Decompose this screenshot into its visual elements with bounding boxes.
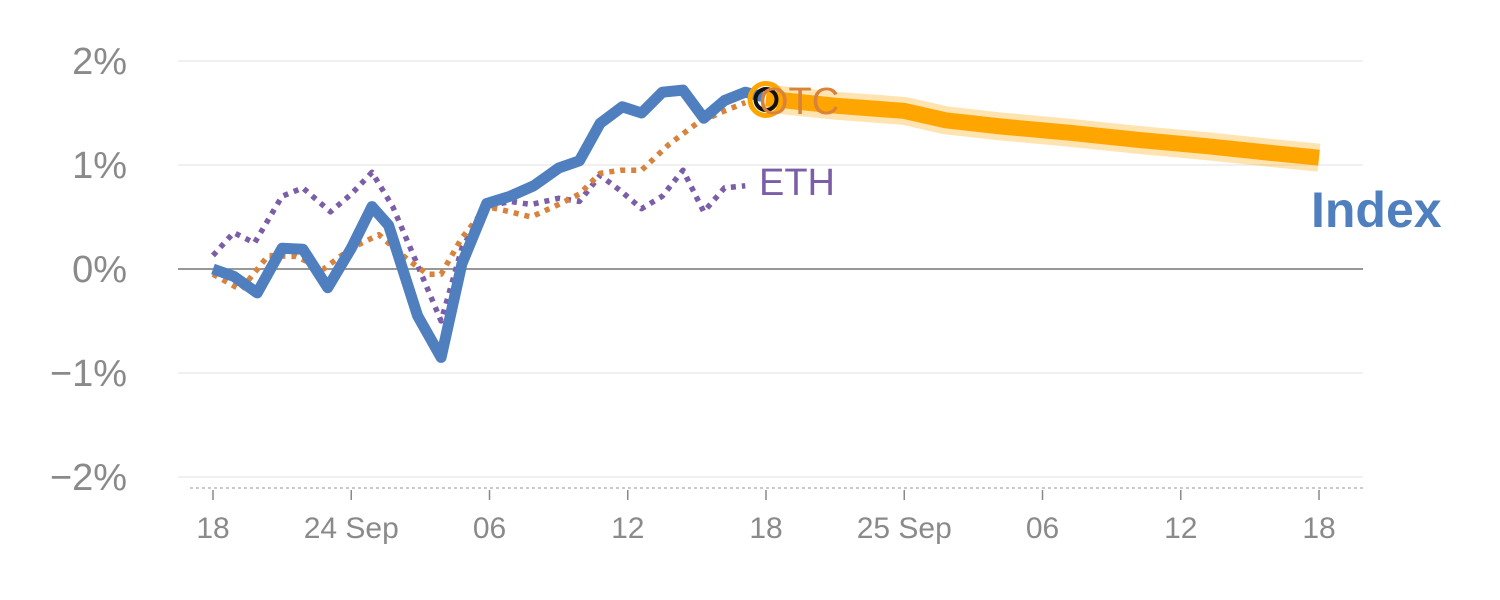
x-tick-label: 06 (1026, 512, 1059, 545)
series-line-forecast (765, 90, 1320, 166)
y-tick-label: 0% (72, 249, 127, 291)
marker-ring (747, 80, 785, 118)
series-lines (210, 84, 1321, 363)
marker-dot (753, 86, 779, 112)
x-tick-label: 18 (196, 512, 229, 545)
series-line-eth (210, 167, 746, 324)
x-tick-label: 06 (473, 512, 506, 545)
y-tick-label: 1% (72, 145, 127, 187)
current-marker (747, 80, 785, 118)
y-tick-label: −1% (50, 353, 127, 395)
series-label-otc: OTC (759, 81, 839, 123)
x-tick-label: 18 (749, 512, 782, 545)
y-tick-label: 2% (72, 41, 127, 83)
series-label-eth: ETH (759, 162, 835, 204)
x-tick-label: 12 (611, 512, 644, 545)
x-tick-label: 24 Sep (304, 512, 399, 545)
series-line-index (211, 84, 764, 363)
y-axis: 2% 1% 0% −1% −2% (50, 41, 127, 499)
series-labels: OTC ETH Index (759, 81, 1442, 238)
x-tick-label: 18 (1302, 512, 1335, 545)
y-tick-label: −2% (50, 457, 127, 499)
series-line-otc (211, 100, 747, 293)
gridlines (178, 60, 1363, 478)
x-tick-label: 12 (1164, 512, 1197, 545)
x-axis: 18 24 Sep 06 12 18 25 Sep 06 12 18 (190, 487, 1363, 545)
series-label-index: Index (1311, 182, 1442, 238)
x-tick-label: 25 Sep (857, 512, 952, 545)
